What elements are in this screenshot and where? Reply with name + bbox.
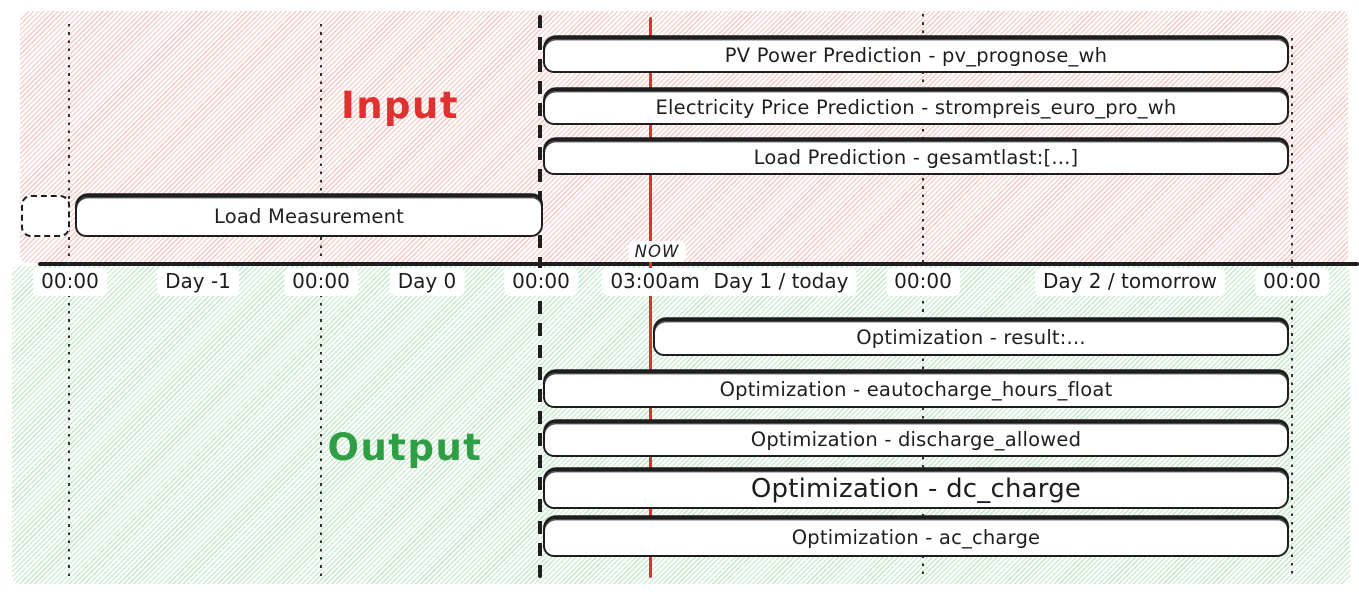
axis-label-0000-day1-start: 00:00 (504, 268, 578, 296)
bar-optimization-dc-charge: Optimization - dc_charge (543, 469, 1289, 509)
day-boundary-line-day0 (320, 24, 322, 578)
day-boundary-line-day-minus1 (68, 24, 70, 578)
axis-label-day0: Day 0 (389, 268, 465, 296)
axis-label-0300am: 03:00am (602, 268, 708, 296)
bar-load-measurement: Load Measurement (75, 195, 543, 237)
axis-label-0000-day2-end: 00:00 (1255, 268, 1329, 296)
bar-pv-power-prediction: PV Power Prediction - pv_prognose_wh (543, 37, 1289, 73)
time-axis (38, 262, 1359, 266)
axis-label-day-minus1: Day -1 (157, 268, 239, 296)
bar-optimization-eautocharge: Optimization - eautocharge_hours_float (543, 371, 1289, 408)
bar-optimization-result: Optimization - result:... (653, 319, 1289, 356)
bar-optimization-discharge: Optimization - discharge_allowed (543, 421, 1289, 457)
day-boundary-line-end (1291, 38, 1293, 578)
day-boundary-line-day2 (922, 14, 924, 578)
bar-load-prediction: Load Prediction - gesamtlast:[...] (543, 139, 1289, 175)
bar-optimization-ac-charge: Optimization - ac_charge (543, 517, 1289, 557)
output-section-label: Output (327, 426, 483, 469)
now-label: NOW (628, 241, 686, 262)
axis-label-day2-tomorrow: Day 2 / tomorrow (1034, 268, 1226, 296)
bar-electricity-price-prediction: Electricity Price Prediction - stromprei… (543, 89, 1289, 125)
axis-label-0000-dayminus1-start: 00:00 (33, 268, 107, 296)
input-section-label: Input (340, 84, 460, 127)
axis-label-0000-day0-start: 00:00 (284, 268, 358, 296)
bar-load-measurement-continuation-stub (21, 195, 70, 237)
axis-label-day1-today: Day 1 / today (705, 268, 857, 296)
axis-label-0000-day2-start: 00:00 (886, 268, 960, 296)
now-line (649, 17, 652, 578)
day1-start-dashed-line (538, 15, 542, 578)
